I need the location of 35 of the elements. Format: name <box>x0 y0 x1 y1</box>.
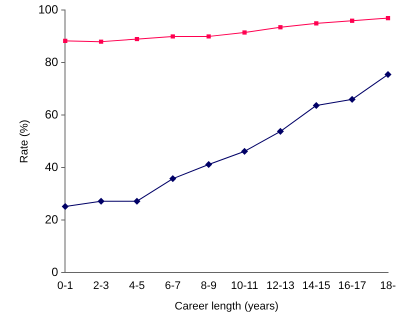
x-tick-label: 18- <box>380 280 396 292</box>
y-tick-label: 80 <box>44 54 59 69</box>
x-tick-label: 8-9 <box>200 280 217 292</box>
y-tick-label: 60 <box>44 107 59 122</box>
x-tick-label: 4-5 <box>128 280 145 292</box>
point <box>276 128 284 135</box>
point <box>348 96 356 103</box>
y-tick-label: 100 <box>38 2 59 17</box>
point <box>350 18 354 23</box>
point <box>384 70 392 78</box>
y-tick-label: 20 <box>44 212 59 226</box>
point <box>169 175 176 182</box>
x-tick-label: 0-1 <box>57 280 74 292</box>
point <box>241 148 248 155</box>
x-tick-label: 14-15 <box>302 280 330 292</box>
point <box>312 102 320 109</box>
point <box>98 198 105 205</box>
x-axis-title: Career length (years) <box>174 300 279 312</box>
point <box>63 38 68 44</box>
point <box>314 21 318 26</box>
x-tick-label: 12-13 <box>266 280 294 292</box>
x-tick-label: 2-3 <box>93 280 110 292</box>
y-axis-title: Rate (%) <box>18 120 31 164</box>
point <box>205 160 212 168</box>
point <box>133 198 140 205</box>
point <box>62 202 69 210</box>
point <box>170 34 175 39</box>
y-tick-label: 40 <box>44 160 59 174</box>
point <box>278 25 283 30</box>
y-tick-label: 0 <box>52 264 59 279</box>
x-tick-label: 16-17 <box>338 280 366 292</box>
x-tick-label: 6-7 <box>164 280 181 292</box>
point <box>98 40 104 44</box>
x-tick-label: 10-11 <box>230 280 258 292</box>
point <box>206 34 211 39</box>
